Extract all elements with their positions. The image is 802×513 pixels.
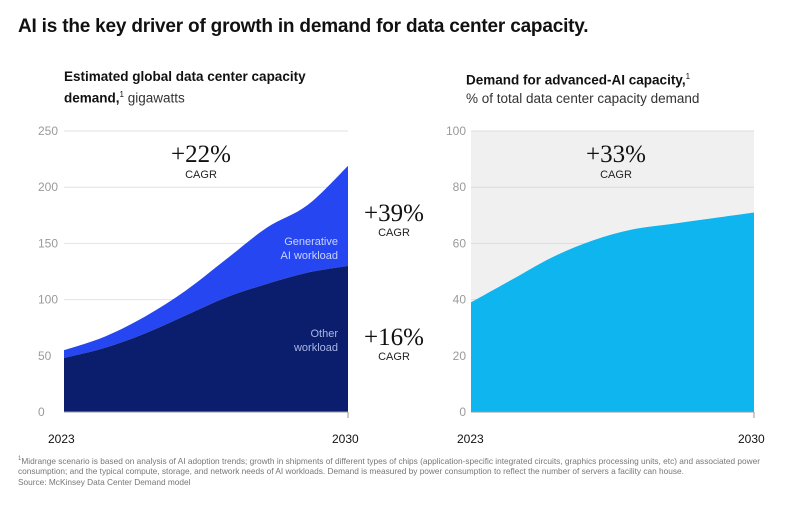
footnote: 1Midrange scenario is based on analysis …: [18, 454, 788, 487]
right-x-tick-label: 2030: [738, 432, 765, 446]
right-y-tick-label: 80: [453, 180, 467, 194]
cagr-label: CAGR: [600, 169, 632, 181]
left-y-tick-label: 0: [38, 405, 45, 419]
left-y-tick-label: 250: [38, 124, 58, 138]
source-text: Source: McKinsey Data Center Demand mode…: [18, 476, 191, 487]
left-y-tick-label: 150: [38, 236, 58, 250]
other-workload-series-label: Other: [310, 328, 338, 340]
cagr-label: CAGR: [378, 351, 410, 363]
generative-ai-series-label: Generative: [284, 236, 338, 248]
right-chart-title-unit: % of total data center capacity demand: [466, 90, 700, 106]
cagr-value: +22%: [171, 141, 231, 168]
footnote-marker: 1: [18, 456, 22, 462]
right-chart-title-main: Demand for advanced-AI capacity,: [466, 72, 686, 88]
left-y-tick-label: 50: [38, 349, 52, 363]
left-chart: 0 50 100 150 200 250 2023 2030 Generative AI work…: [38, 124, 424, 446]
cagr-label: CAGR: [185, 169, 217, 181]
footnote-text: Midrange scenario is based on analysis o…: [18, 455, 761, 477]
right-y-tick-label: 0: [459, 405, 466, 419]
cagr-label: CAGR: [378, 227, 410, 239]
left-chart-footnote-ref: 1: [119, 90, 124, 99]
other-workload-area: [64, 265, 348, 412]
left-chart-title-main: Estimated global data center capacity de…: [64, 69, 306, 106]
left-x-tick-label: 2030: [332, 432, 359, 446]
left-chart-title-unit: gigawatts: [123, 90, 185, 106]
right-chart-title: Demand for advanced-AI capacity,1 % of t…: [466, 68, 786, 108]
cagr-value: +16%: [364, 324, 424, 351]
generative-ai-series-label: AI workload: [281, 250, 338, 262]
generative-ai-area: [64, 165, 348, 359]
right-x-tick-label: 2023: [457, 432, 484, 446]
right-chart-footnote-ref: 1: [685, 72, 691, 81]
left-x-tick-label: 2023: [48, 432, 75, 446]
other-workload-series-label: workload: [293, 342, 338, 354]
cagr-value: +39%: [364, 200, 424, 227]
left-y-tick-label: 100: [38, 293, 58, 307]
left-y-tick-label: 200: [38, 180, 58, 194]
page-title: AI is the key driver of growth in demand…: [18, 16, 589, 37]
right-y-tick-label: 20: [453, 349, 467, 363]
right-y-tick-label: 40: [453, 293, 467, 307]
right-chart: 0 20 40 60 80 100 2023 2030 +33%CAGR: [446, 124, 765, 446]
right-y-tick-label: 60: [453, 236, 467, 250]
left-chart-title: Estimated global data center capacity de…: [64, 68, 364, 108]
advanced-ai-area: [471, 212, 754, 412]
cagr-value: +33%: [586, 141, 646, 168]
right-y-tick-label: 100: [446, 124, 466, 138]
